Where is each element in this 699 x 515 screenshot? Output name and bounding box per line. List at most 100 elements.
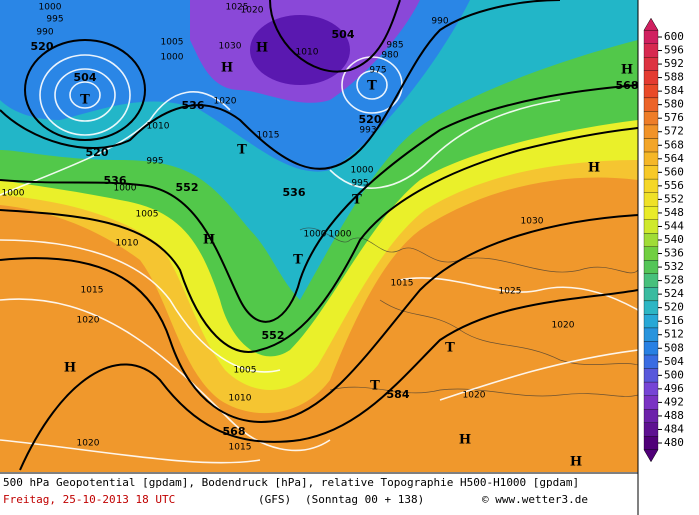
colorbar-swatch: [643, 192, 659, 207]
colorbar-label: 564: [664, 152, 684, 165]
colorbar-swatch: [643, 273, 659, 288]
pressure-label: 995: [146, 157, 163, 167]
colorbar-swatch: [643, 395, 659, 410]
colorbar-label: 516: [664, 314, 684, 327]
pressure-label: 1015: [81, 286, 104, 296]
pressure-label: 1005: [136, 210, 159, 220]
isobar: [356, 70, 388, 100]
colorbar-arrow: [643, 17, 659, 31]
pressure-label: 1020: [77, 439, 100, 449]
colorbar-label: 576: [664, 111, 684, 124]
colorbar-label: 544: [664, 219, 684, 232]
pressure-label: 1000: [351, 166, 374, 176]
colorbar-label: 552: [664, 192, 684, 205]
pressure-center: T: [237, 143, 247, 158]
colorbar-swatch: [643, 151, 659, 166]
colorbar-swatch: [643, 422, 659, 437]
pressure-label: 1010: [147, 122, 170, 132]
colorbar-swatch: [643, 327, 659, 342]
pressure-center: T: [445, 341, 455, 356]
isobar: [54, 68, 116, 122]
pressure-center: H: [256, 41, 268, 56]
colorbar-swatch: [643, 368, 659, 383]
colorbar-swatch: [643, 436, 659, 450]
colorbar-label: 528: [664, 274, 684, 287]
geopotential-label: 536: [283, 186, 306, 199]
footer-description: 500 hPa Geopotential [gpdam], Bodendruck…: [3, 476, 579, 489]
pressure-label: 1020: [552, 321, 575, 331]
pressure-center: H: [588, 161, 600, 176]
colorbar-label: 536: [664, 247, 684, 260]
colorbar-swatch: [643, 57, 659, 71]
map-labels: 520 504 520 536 552 536 504 520 536 552 568 584 568 1…: [2, 3, 639, 470]
footer-model: (GFS): [258, 493, 291, 506]
geopotential-label: 520: [31, 40, 54, 53]
colorbar-label: 572: [664, 125, 684, 138]
pressure-center: T: [352, 193, 362, 208]
pressure-center: H: [459, 433, 471, 448]
pressure-label: 1000: [161, 53, 184, 63]
colorbar-label: 512: [664, 328, 684, 341]
colorbar-swatch: [643, 43, 659, 58]
pressure-center: H: [203, 233, 215, 248]
colorbar-label: 540: [664, 233, 684, 246]
isobar: [69, 81, 101, 109]
colorbar-arrow: [643, 449, 659, 463]
colorbar-label: 488: [664, 409, 684, 422]
colorbar-label: 520: [664, 301, 684, 314]
isobar: [0, 439, 261, 464]
pressure-label: 995: [351, 179, 368, 189]
colorbar-swatch: [643, 233, 659, 247]
pressure-label: 1000: [2, 189, 25, 199]
colorbar-swatch: [643, 341, 659, 356]
pressure-label: 1020: [214, 97, 237, 107]
colorbar-swatch: [643, 354, 659, 369]
pressure-label: 1000: [114, 184, 137, 194]
colorbar-swatch: [643, 165, 659, 180]
pressure-label: 975: [369, 66, 386, 76]
colorbar-swatch: [643, 84, 659, 99]
geopotential-contour: [0, 214, 639, 423]
map-area: 520 504 520 536 552 536 504 520 536 552 568 584 568 1…: [0, 0, 638, 472]
pressure-label: 1025: [499, 287, 522, 297]
pressure-label: 1005: [234, 366, 257, 376]
pressure-center: T: [370, 379, 380, 394]
isobar: [439, 349, 639, 401]
colorbar-swatch: [643, 381, 659, 396]
geopotential-contour: [24, 39, 146, 141]
colorbar-swatch: [643, 124, 659, 139]
colorbar: 6005965925885845805765725685645605565525…: [643, 17, 684, 463]
isobar: [0, 239, 281, 373]
geopotential-label: 552: [262, 329, 285, 342]
geopotential-label: 520: [86, 146, 109, 159]
colorbar-label: 504: [664, 355, 684, 368]
isobar: [329, 99, 561, 189]
colorbar-swatch: [643, 287, 659, 302]
colorbar-label: 548: [664, 206, 684, 219]
geopotential-contour: [269, 0, 401, 73]
pressure-center: H: [570, 455, 582, 470]
colorbar-label: 584: [664, 84, 684, 97]
colorbar-swatch: [643, 206, 659, 220]
colorbar-label: 492: [664, 395, 684, 408]
colorbar-label: 500: [664, 368, 684, 381]
geopotential-label: 504: [332, 28, 355, 41]
pressure-label: 980: [381, 51, 398, 61]
colorbar-swatch: [643, 314, 659, 329]
colorbar-swatch: [643, 409, 659, 423]
geopotential-contour: [0, 127, 639, 353]
pressure-label: 1015: [229, 443, 252, 453]
pressure-label: 1010: [116, 239, 139, 249]
pressure-label: 1030: [219, 42, 242, 52]
colorbar-swatch: [643, 178, 659, 193]
colorbar-label: 592: [664, 57, 684, 70]
pressure-label: 990: [431, 17, 448, 27]
pressure-label: 1015: [257, 131, 280, 141]
colorbar-swatch: [643, 70, 659, 85]
pressure-label: 1010: [229, 394, 252, 404]
colorbar-label: 568: [664, 138, 684, 151]
colorbar-swatch: [643, 30, 659, 44]
pressure-center: H: [621, 63, 633, 78]
